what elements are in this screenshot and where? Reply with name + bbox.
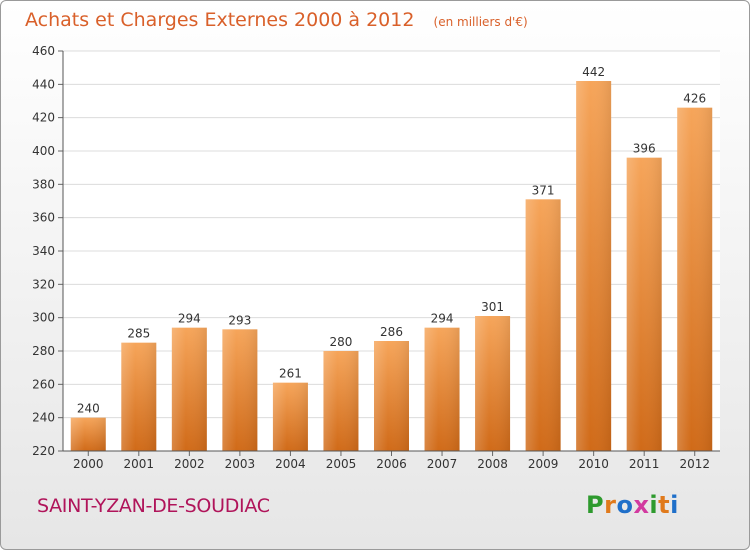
x-tick-label: 2000 [73, 457, 104, 471]
x-tick-label: 2011 [629, 457, 660, 471]
chart-title: Achats et Charges Externes 2000 à 2012 [25, 9, 415, 31]
x-tick-label: 2001 [124, 457, 155, 471]
bar-shade [626, 157, 662, 451]
y-tick-label: 340 [32, 244, 55, 258]
bar-shade [475, 316, 511, 451]
bar-shade [424, 327, 460, 451]
y-tick-label: 360 [32, 211, 55, 225]
data-label: 280 [330, 335, 353, 349]
bar-shade [525, 199, 561, 451]
data-label: 294 [431, 312, 454, 326]
x-tick-label: 2006 [376, 457, 407, 471]
x-tick-label: 2005 [326, 457, 357, 471]
x-tick-label: 2010 [578, 457, 609, 471]
data-label: 285 [127, 327, 150, 341]
bar-shade [374, 341, 409, 451]
logo-letter: i [649, 491, 659, 519]
bar-shade [677, 107, 713, 452]
place-name: SAINT-YZAN-DE-SOUDIAC [37, 495, 270, 517]
logo-letter: t [658, 491, 671, 519]
y-tick-label: 240 [32, 411, 55, 425]
x-tick-label: 2007 [427, 457, 458, 471]
logo-letter: x [633, 491, 650, 519]
data-label: 442 [582, 65, 605, 79]
data-label: 240 [77, 402, 100, 416]
y-tick-label: 440 [32, 77, 55, 91]
x-tick-label: 2002 [174, 457, 205, 471]
bar-shade [121, 342, 157, 451]
x-tick-label: 2008 [477, 457, 508, 471]
y-tick-label: 320 [32, 277, 55, 291]
logo-letter: i [670, 491, 679, 519]
proxiti-logo: Proxiti [586, 491, 679, 519]
x-tick-label: 2004 [275, 457, 306, 471]
unit-note: (en milliers d'€) [433, 15, 528, 29]
bars: 240 285 294 293 261 280 286 294 301 371 442 396 426 [70, 65, 713, 452]
y-tick-label: 260 [32, 377, 55, 391]
data-label: 294 [178, 312, 201, 326]
title-row: Achats et Charges Externes 2000 à 2012 (… [25, 9, 528, 31]
data-label: 396 [633, 142, 656, 156]
y-tick-label: 380 [32, 177, 55, 191]
bar-shade [323, 351, 359, 451]
data-label: 293 [228, 313, 251, 327]
logo-letter: P [586, 491, 605, 519]
data-label: 301 [481, 300, 504, 314]
bar-shade [272, 382, 308, 451]
y-tick-label: 300 [32, 311, 55, 325]
data-label: 286 [380, 325, 403, 339]
data-label: 371 [532, 183, 555, 197]
logo-letter: r [604, 491, 617, 519]
logo-letter: o [616, 491, 634, 519]
x-tick-label: 2003 [225, 457, 256, 471]
bar-shade [576, 81, 612, 451]
y-tick-label: 400 [32, 144, 55, 158]
y-tick-label: 460 [32, 44, 55, 58]
bar-shade [70, 417, 106, 451]
x-tick-label: 2009 [528, 457, 559, 471]
y-tick-label: 280 [32, 344, 55, 358]
axes: 220 240 260 280 300 320 340 360 380 400 420 440 460 2… [32, 44, 720, 471]
bar-shade [222, 329, 258, 451]
data-label: 426 [683, 92, 706, 106]
x-tick-label: 2012 [679, 457, 710, 471]
bar-shade [171, 327, 207, 451]
y-tick-label: 220 [32, 444, 55, 458]
y-tick-label: 420 [32, 111, 55, 125]
data-label: 261 [279, 367, 302, 381]
